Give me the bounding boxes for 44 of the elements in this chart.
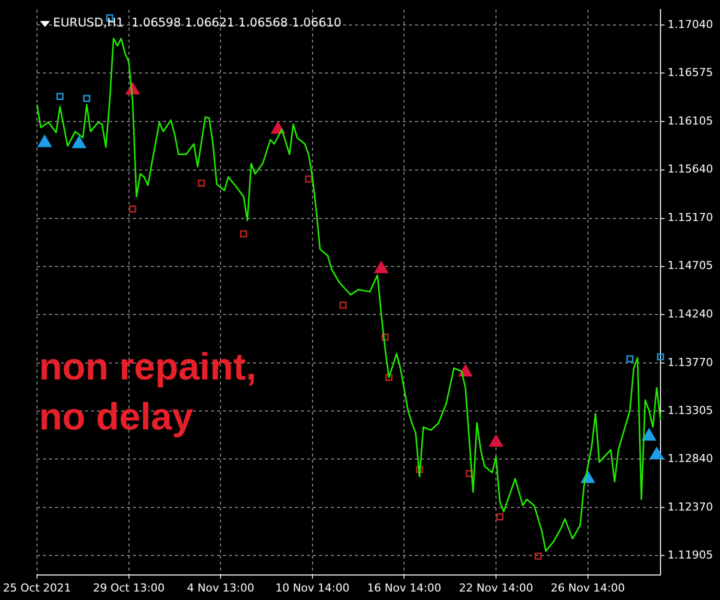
point: [374, 261, 388, 274]
point: [72, 136, 86, 148]
x-tick-label: 10 Nov 14:00: [275, 581, 350, 594]
y-tick-label: 1.14240: [668, 307, 714, 320]
point: [650, 447, 664, 460]
y-tick-label: 1.16575: [668, 66, 714, 80]
x-tick-label: 16 Nov 14:00: [367, 581, 442, 594]
point: [198, 180, 206, 187]
x-tick-label: 4 Nov 13:00: [187, 581, 254, 594]
x-tick-label: 22 Nov 14:00: [458, 581, 534, 594]
x-tick-label: 29 Oct 13:00: [92, 581, 165, 594]
point: [642, 428, 656, 441]
point: [385, 374, 392, 382]
point: [339, 302, 347, 309]
point: [458, 364, 472, 377]
x-tick-label: 26 Nov 14:00: [550, 581, 625, 594]
point: [129, 205, 136, 213]
y-tick-label: 1.15640: [668, 162, 714, 176]
y-tick-label: 1.15170: [668, 211, 714, 224]
point: [534, 552, 542, 560]
point: [83, 94, 90, 102]
point: [305, 175, 312, 183]
point: [626, 355, 634, 362]
x-tick-label: 25 Oct 2021: [2, 581, 72, 594]
text: EURUSD,H1 1.06598 1.06621 1.06568 1.06610: [53, 16, 342, 30]
point: [382, 334, 389, 341]
point: [656, 353, 664, 360]
y-tick-label: 1.12840: [668, 452, 714, 465]
y-tick-label: 1.13770: [668, 356, 714, 369]
point: [496, 513, 504, 521]
annotation: non repaint,: [39, 346, 256, 389]
y-tick-label: 1.17040: [668, 18, 714, 31]
y-tick-label: 1.12370: [668, 500, 714, 514]
y-tick-label: 1.14705: [668, 259, 714, 272]
y-tick-label: 1.11905: [668, 548, 714, 562]
point: [56, 92, 64, 100]
y-tick-label: 1.13305: [668, 404, 714, 417]
y-tick-label: 1.16105: [668, 114, 714, 128]
point: [489, 434, 503, 447]
point: [416, 466, 424, 473]
point: [466, 470, 473, 478]
point: [38, 135, 52, 148]
point: [240, 230, 248, 238]
annotation: no delay: [39, 396, 194, 439]
